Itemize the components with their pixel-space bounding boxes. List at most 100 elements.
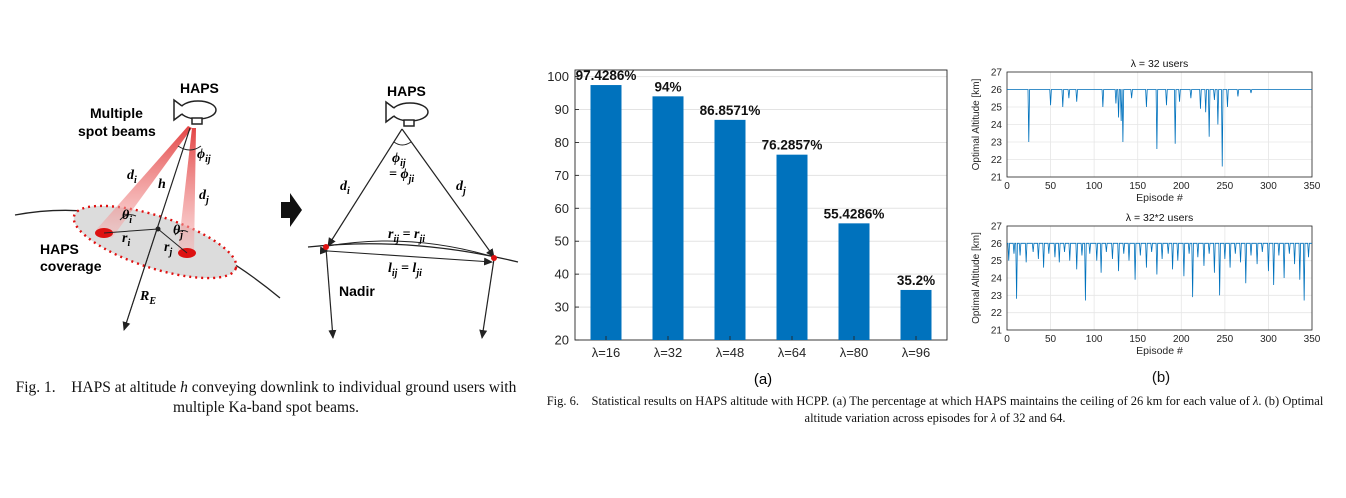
rj-line <box>157 228 188 254</box>
dj-sub-right: j <box>461 186 466 197</box>
fig1-caption: Fig. 1. HAPS at altitude h conveying dow… <box>10 378 522 418</box>
line-chart-title: λ = 32 users <box>1131 58 1189 70</box>
line-xtick-label: 200 <box>1173 181 1190 192</box>
bar-ytick-label: 90 <box>555 102 569 117</box>
bar <box>652 96 684 340</box>
re-label: R <box>139 289 149 304</box>
rij-label: r <box>388 227 394 242</box>
svg-text:ri: ri <box>122 231 130 249</box>
lij-line <box>319 246 493 266</box>
fig6-caption-lambda: λ <box>1252 394 1259 408</box>
fig1-caption-prefix: Fig. 1. <box>15 379 56 396</box>
svg-text:θi: θi <box>122 208 132 226</box>
thetai-arc <box>119 214 137 221</box>
nadir-dot-left <box>155 226 161 232</box>
di-sub-left: i <box>134 175 137 186</box>
dj-sub-left: j <box>204 195 209 206</box>
bar-category-label: λ=64 <box>778 345 807 360</box>
coverage-label-1: HAPS <box>40 241 79 257</box>
bar-data-label: 76.2857% <box>762 138 823 153</box>
lij-eq: = l <box>397 261 416 276</box>
bar <box>900 289 932 340</box>
bar-ytick-label: 70 <box>555 168 569 183</box>
bar-data-label: 55.4286% <box>824 206 885 221</box>
beam-j <box>178 128 196 254</box>
ri-label: r <box>122 231 128 246</box>
fig1-diagram: HAPS Multiple spot beams ϕij h di dj θi … <box>14 80 519 339</box>
bar-ytick-label: 40 <box>555 267 569 282</box>
fig1-left-panel: HAPS Multiple spot beams ϕij h di dj θi … <box>14 80 281 331</box>
di-label-right: d <box>340 179 348 194</box>
bar-ticks: 20 30 40 50 60 70 80 90 100 λ=16 λ=32 λ=48 λ=64 λ=80 λ… <box>547 69 930 360</box>
line-xtick-label: 100 <box>1086 181 1103 192</box>
lij-label: l <box>388 261 392 276</box>
dj-arrow-right <box>401 128 495 258</box>
line-xtick-label: 50 <box>1045 181 1057 192</box>
point-j <box>491 255 497 261</box>
phi-label-right: ϕ <box>392 151 400 166</box>
altitude-series-line <box>1007 89 1312 167</box>
fig6-caption: Fig. 6. Statistical results on HAPS alti… <box>540 393 1330 427</box>
line-xtick-label: 300 <box>1260 181 1277 192</box>
bar-data-label: 86.8571% <box>700 103 761 118</box>
line-ytick-label: 24 <box>991 274 1003 285</box>
line-frame <box>1006 225 1313 331</box>
line-chart-32: 21 22 23 24 25 26 27 0 50 100 150 200 250 300 350 λ = 3… <box>971 58 1321 204</box>
bar-ytick-label: 60 <box>555 201 569 216</box>
line-ytick-label: 27 <box>991 68 1003 79</box>
bar-category-label: λ=32 <box>654 345 683 360</box>
thetaj-label: θ <box>173 223 181 238</box>
line-xtick-label: 350 <box>1304 334 1321 345</box>
line-ytick-label: 22 <box>991 155 1003 166</box>
line-ytick-label: 26 <box>991 239 1003 250</box>
line-xtick-label: 0 <box>1004 334 1010 345</box>
line-ytick-label: 25 <box>991 103 1003 114</box>
re-sub: E <box>148 296 156 307</box>
svg-text:RE: RE <box>139 289 156 307</box>
multiple-label-2: spot beams <box>78 123 156 139</box>
bar-data-label: 35.2% <box>897 273 935 288</box>
bar-ytick-label: 30 <box>555 300 569 315</box>
multiple-label-1: Multiple <box>90 105 143 121</box>
svg-text:dj: dj <box>456 179 466 197</box>
bar-ytick-label: 100 <box>547 69 569 84</box>
nadir-label: Nadir <box>339 283 375 299</box>
line-grid <box>1006 71 1313 178</box>
line-y-axis-label: Optimal Altitude [km] <box>971 232 982 324</box>
phi-arc-left <box>177 145 202 151</box>
bar <box>838 223 870 340</box>
svg-text:= ϕji: = ϕji <box>389 167 414 185</box>
beam-i <box>96 126 192 238</box>
bar-grid <box>575 76 947 341</box>
ri-sub: i <box>127 238 130 249</box>
haps-label-right: HAPS <box>387 83 426 99</box>
line-xtick-label: 250 <box>1217 334 1234 345</box>
fig1-caption-var: h <box>180 379 188 396</box>
phi-arc-right <box>393 141 412 146</box>
dj-label-left: d <box>199 188 207 203</box>
line-xtick-label: 150 <box>1129 181 1146 192</box>
fig6-caption-text-3: of 32 and 64. <box>996 411 1066 425</box>
coverage-ellipse <box>72 204 238 280</box>
haps-blimp-icon-left <box>173 98 217 125</box>
line-xtick-label: 50 <box>1045 334 1057 345</box>
bar-ytick-label: 80 <box>555 135 569 150</box>
line-xtick-label: 350 <box>1304 181 1321 192</box>
phi-eq-sub-right: ji <box>407 174 415 185</box>
line-xtick-label: 150 <box>1129 334 1146 345</box>
line-ytick-label: 25 <box>991 256 1003 267</box>
di-label-left: d <box>127 168 135 183</box>
line-x-axis-label: Episode # <box>1136 345 1183 357</box>
fig6-caption-prefix: Fig. 6. <box>546 394 579 408</box>
line-xtick-label: 100 <box>1086 334 1103 345</box>
fig1-right-panel: HAPS ϕij = ϕji di dj rij = rji lij = lji… <box>307 83 519 339</box>
nadir-i-line <box>325 247 337 339</box>
phi-sub-left: ij <box>205 154 211 165</box>
phi-eq-right: = ϕ <box>389 167 409 182</box>
line-chart-64: 21 22 23 24 25 26 27 0 50 100 150 200 250 300 350 λ = 3… <box>971 212 1321 386</box>
bar-category-label: λ=48 <box>716 345 745 360</box>
bar-category-label: λ=16 <box>592 345 621 360</box>
fig6-caption-text-2: . (b) Optimal altitude variation across … <box>804 394 1324 425</box>
haps-label-left: HAPS <box>180 80 219 96</box>
svg-text:rj: rj <box>164 240 172 258</box>
